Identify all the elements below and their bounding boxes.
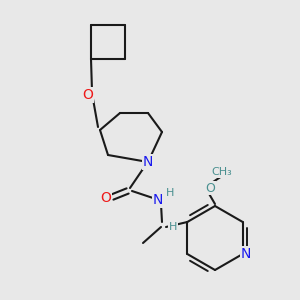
Text: N: N <box>143 155 153 169</box>
Text: O: O <box>205 182 215 194</box>
Text: H: H <box>169 222 177 232</box>
Text: N: N <box>153 193 163 207</box>
Text: O: O <box>100 191 111 205</box>
Text: O: O <box>82 88 93 102</box>
Text: N: N <box>241 247 251 261</box>
Text: CH₃: CH₃ <box>212 167 233 177</box>
Text: H: H <box>166 188 174 198</box>
